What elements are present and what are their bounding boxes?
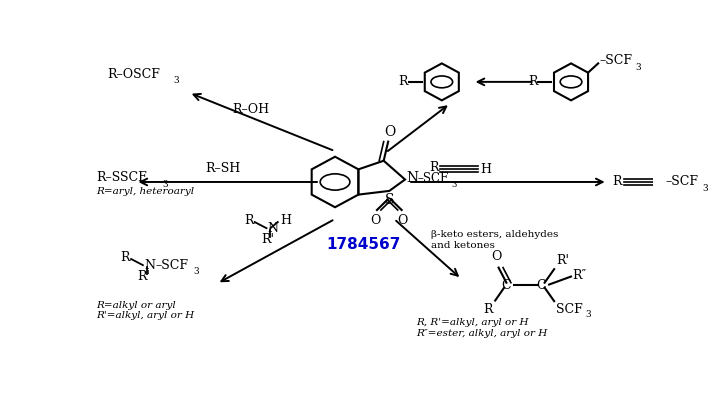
Text: R: R [399,75,408,88]
Text: 3: 3 [585,310,591,319]
Text: C: C [502,279,511,292]
Text: C: C [536,279,546,292]
Text: 3: 3 [702,184,708,193]
Text: R: R [484,303,493,316]
Text: O: O [384,124,395,138]
Text: 3: 3 [452,181,457,189]
Text: R'=alkyl, aryl or H: R'=alkyl, aryl or H [96,312,194,320]
Text: –SCF: –SCF [600,54,632,67]
Text: R=aryl, heteroaryl: R=aryl, heteroaryl [96,187,194,196]
Text: 3: 3 [636,62,642,72]
Text: N: N [144,259,155,272]
Text: R–SH: R–SH [205,162,240,175]
Text: –SCF: –SCF [155,259,188,272]
Text: and ketones: and ketones [431,241,494,250]
Text: R–SSCF: R–SSCF [96,171,147,184]
Text: R': R' [138,270,151,283]
Text: 3: 3 [194,268,199,276]
Text: O: O [370,214,381,227]
Text: N: N [268,222,278,235]
Text: 3: 3 [174,76,179,85]
Text: R: R [528,75,537,88]
Text: R: R [612,176,621,188]
Text: N: N [407,171,419,185]
Text: R': R' [261,233,274,246]
Text: S: S [385,193,394,207]
Text: R″: R″ [573,269,587,282]
Text: 3: 3 [162,180,167,189]
Text: –SCF: –SCF [666,176,698,188]
Text: H: H [280,214,291,227]
Text: 1784567: 1784567 [326,238,400,252]
Text: R″=ester, alkyl, aryl or H: R″=ester, alkyl, aryl or H [416,329,548,338]
Text: R=alkyl or aryl: R=alkyl or aryl [96,301,176,310]
Text: R, R'=alkyl, aryl or H: R, R'=alkyl, aryl or H [416,318,529,327]
Text: R': R' [556,254,569,267]
Text: SCF: SCF [556,303,583,316]
Text: β-keto esters, aldehydes: β-keto esters, aldehydes [431,230,558,239]
Text: O: O [397,214,408,227]
Text: –SCF: –SCF [418,172,449,185]
Text: R–OH: R–OH [232,103,269,116]
Text: R: R [244,214,254,227]
Text: O: O [491,250,502,263]
Text: R: R [120,251,130,264]
Text: H: H [481,162,492,176]
Text: R–OSCF: R–OSCF [107,68,160,81]
Text: R: R [429,161,439,174]
